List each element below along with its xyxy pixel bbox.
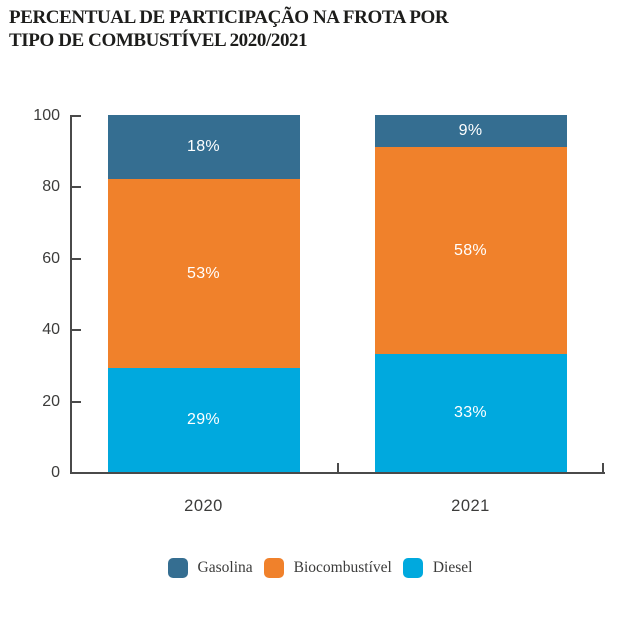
y-axis-tick-label: 100 [33,107,60,124]
legend-swatch-diesel [402,558,423,578]
chart-title-line1: PERCENTUAL DE PARTICIPAÇÃO NA FROTA POR [9,7,449,28]
legend-label-biocombustivel: Biocombustível [293,559,392,576]
legend-swatch-gasolina [167,558,188,578]
x-axis-label-2020: 2020 [184,497,223,515]
legend: Gasolina Biocombustível Diesel [0,558,640,578]
bar-segment-gasolina-2020: 18% [107,115,300,180]
x-axis-line [70,472,605,474]
bar-segment-label-diesel-2020: 29% [187,411,220,429]
y-axis-tick [72,186,81,189]
bar-segment-diesel-2021: 33% [374,354,567,472]
bar-segment-biocombustivel-2021: 58% [374,147,567,355]
y-axis-tick [72,257,81,260]
y-axis-tick [72,115,81,117]
legend-label-diesel: Diesel [432,559,473,576]
x-axis-tick [337,463,339,472]
y-axis-tick-label: 60 [42,249,60,267]
plot-area: 0 20 40 60 80 100 29% 53% 18% 2020 33% 58% 9% 2021 [33,107,605,515]
chart-title-line2: TIPO DE COMBUSTÍVEL 2020/2021 [9,30,308,51]
chart-title: PERCENTUAL DE PARTICIPAÇÃO NA FROTA POR T… [9,6,449,52]
y-axis-tick-label: 80 [42,178,60,196]
legend-item-biocombustivel: Biocombustível [263,558,392,578]
bar-segment-biocombustivel-2020: 53% [107,179,300,369]
bar-segment-gasolina-2021: 9% [374,115,567,148]
y-axis-tick-label: 0 [51,464,60,481]
bar-segment-label-biocombustivel-2021: 58% [454,241,487,259]
legend-item-diesel: Diesel [402,558,473,578]
bar-segment-label-diesel-2021: 33% [454,404,487,422]
y-axis-tick-label: 40 [42,321,60,339]
legend-swatch-biocombustivel [263,558,284,578]
y-axis-tick-label: 20 [42,392,60,410]
bar-segment-label-gasolina-2020: 18% [187,138,220,156]
y-axis-tick [72,400,81,403]
y-axis-line [70,115,72,474]
bar-segment-label-biocombustivel-2020: 53% [187,264,220,282]
legend-label-gasolina: Gasolina [197,559,253,576]
bar-segment-label-gasolina-2021: 9% [458,122,483,140]
bar-segment-diesel-2020: 29% [107,368,300,472]
x-axis-label-2021: 2021 [451,497,490,515]
x-axis-tick [602,463,604,472]
y-axis-tick [72,329,81,332]
legend-item-gasolina: Gasolina [167,558,253,578]
